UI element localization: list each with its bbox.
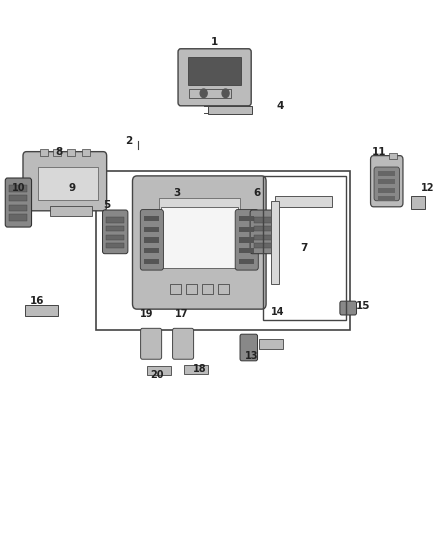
FancyBboxPatch shape — [5, 178, 32, 227]
Bar — [106, 226, 124, 231]
Bar — [145, 248, 159, 253]
Bar — [254, 217, 272, 223]
Text: 14: 14 — [272, 307, 285, 317]
Bar — [218, 284, 229, 294]
Circle shape — [222, 89, 229, 98]
Bar — [275, 196, 332, 207]
Bar — [10, 185, 27, 192]
Bar — [82, 149, 90, 157]
Bar — [10, 205, 27, 211]
Bar — [161, 206, 238, 268]
Text: 9: 9 — [69, 183, 76, 192]
Bar — [106, 217, 124, 223]
Bar — [188, 57, 241, 85]
Bar — [159, 198, 240, 213]
FancyBboxPatch shape — [235, 209, 258, 270]
FancyBboxPatch shape — [374, 167, 399, 201]
FancyBboxPatch shape — [340, 301, 357, 315]
Bar — [208, 106, 252, 114]
Bar — [10, 195, 27, 201]
FancyBboxPatch shape — [178, 49, 251, 106]
Text: 20: 20 — [150, 370, 163, 380]
FancyBboxPatch shape — [102, 210, 128, 254]
Bar — [239, 248, 254, 253]
FancyBboxPatch shape — [23, 151, 106, 211]
Bar — [239, 259, 254, 264]
Bar — [50, 206, 92, 215]
FancyBboxPatch shape — [240, 334, 258, 361]
Bar — [53, 149, 61, 157]
Bar — [184, 365, 208, 374]
Text: 6: 6 — [254, 188, 261, 198]
Bar — [145, 237, 159, 243]
Text: 15: 15 — [356, 302, 370, 311]
Bar — [96, 171, 350, 330]
Bar — [378, 188, 395, 193]
Circle shape — [200, 89, 207, 98]
FancyBboxPatch shape — [250, 210, 276, 254]
Bar — [10, 214, 27, 221]
Bar — [201, 284, 213, 294]
Bar — [271, 201, 279, 284]
Text: 1: 1 — [211, 37, 218, 47]
Bar — [411, 196, 425, 209]
Text: 5: 5 — [104, 200, 111, 210]
Bar — [378, 196, 395, 201]
FancyBboxPatch shape — [141, 328, 162, 359]
Bar — [258, 339, 283, 349]
Bar — [40, 149, 48, 157]
Bar — [254, 226, 272, 231]
Bar — [145, 259, 159, 264]
Bar — [146, 366, 170, 375]
Text: 16: 16 — [30, 296, 45, 306]
Bar — [106, 235, 124, 240]
Text: 11: 11 — [371, 147, 386, 157]
Bar — [239, 237, 254, 243]
Bar — [189, 88, 231, 98]
Bar — [378, 171, 395, 176]
Bar — [170, 284, 180, 294]
FancyBboxPatch shape — [173, 328, 194, 359]
Bar — [239, 216, 254, 221]
Bar — [239, 227, 254, 232]
Text: 3: 3 — [174, 188, 181, 198]
Bar — [67, 149, 75, 157]
Bar — [263, 176, 346, 320]
FancyBboxPatch shape — [132, 176, 266, 309]
Text: 18: 18 — [192, 364, 206, 374]
Text: 19: 19 — [140, 310, 153, 319]
Bar — [145, 216, 159, 221]
Bar — [378, 179, 395, 184]
Text: 4: 4 — [277, 101, 284, 111]
Text: 12: 12 — [420, 183, 434, 192]
Text: 7: 7 — [301, 243, 308, 253]
Bar — [254, 235, 272, 240]
Text: 17: 17 — [175, 310, 188, 319]
Text: 8: 8 — [56, 147, 63, 157]
Text: 2: 2 — [126, 136, 133, 146]
Bar — [145, 227, 159, 232]
Bar — [186, 284, 197, 294]
FancyBboxPatch shape — [140, 209, 163, 270]
Bar — [25, 305, 58, 316]
Text: 10: 10 — [12, 183, 26, 192]
Bar — [106, 243, 124, 248]
Bar — [389, 153, 397, 159]
FancyBboxPatch shape — [371, 156, 403, 207]
Bar — [254, 243, 272, 248]
Bar — [39, 167, 98, 200]
Text: 13: 13 — [245, 351, 258, 361]
